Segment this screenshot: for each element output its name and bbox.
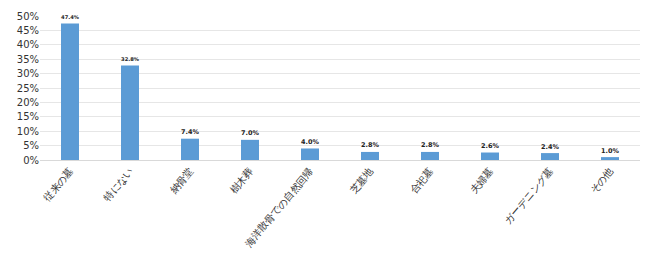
svg-text:芝墓地: 芝墓地 [348, 165, 376, 195]
svg-text:45%: 45% [17, 25, 39, 36]
svg-text:35%: 35% [17, 54, 39, 65]
svg-text:ガーデニング墓: ガーデニング墓 [502, 165, 555, 226]
svg-text:2.8%: 2.8% [421, 141, 439, 149]
svg-text:2.8%: 2.8% [361, 141, 379, 149]
svg-text:樹木葬: 樹木葬 [228, 165, 256, 195]
svg-text:納骨堂: 納骨堂 [168, 165, 196, 195]
svg-text:合祀墓: 合祀墓 [408, 165, 436, 195]
svg-text:47.4%: 47.4% [61, 14, 80, 20]
svg-text:2.6%: 2.6% [481, 142, 499, 150]
svg-text:7.4%: 7.4% [181, 128, 199, 136]
svg-text:20%: 20% [17, 97, 39, 108]
svg-text:従来の墓: 従来の墓 [41, 165, 75, 203]
svg-text:32.8%: 32.8% [121, 56, 140, 62]
svg-text:特にない: 特にない [101, 165, 135, 203]
svg-text:1.0%: 1.0% [601, 147, 619, 155]
svg-text:40%: 40% [17, 39, 39, 50]
svg-text:4.0%: 4.0% [301, 138, 319, 146]
svg-text:7.0%: 7.0% [241, 129, 259, 137]
svg-text:5%: 5% [23, 140, 39, 151]
svg-text:30%: 30% [17, 68, 39, 79]
svg-text:50%: 50% [17, 11, 39, 22]
svg-text:0%: 0% [23, 155, 39, 166]
svg-text:25%: 25% [17, 83, 39, 94]
svg-text:その他: その他 [588, 165, 616, 195]
svg-text:夫婦墓: 夫婦墓 [468, 165, 496, 195]
svg-text:海洋散骨での自然回帰: 海洋散骨での自然回帰 [243, 165, 316, 249]
svg-text:15%: 15% [17, 111, 39, 122]
svg-text:10%: 10% [17, 126, 39, 137]
svg-text:2.4%: 2.4% [541, 143, 559, 151]
